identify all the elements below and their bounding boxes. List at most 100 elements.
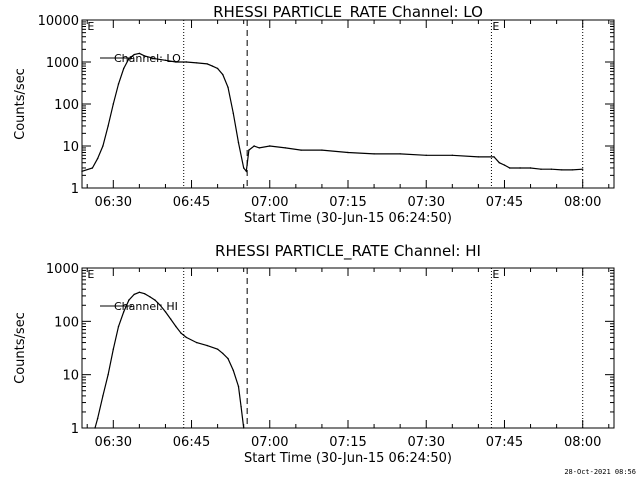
data-point — [81, 170, 83, 172]
x-tick-label: 06:30 — [95, 195, 132, 210]
data-point — [582, 168, 584, 170]
data-point — [143, 293, 146, 295]
data-point — [216, 67, 219, 70]
data-point — [164, 311, 167, 313]
data-point — [112, 103, 115, 105]
plot-frame — [81, 19, 615, 189]
data-point — [133, 293, 135, 296]
data-point — [154, 58, 156, 60]
data-point — [300, 149, 302, 151]
data-point — [493, 156, 495, 158]
data-point — [227, 86, 229, 89]
x-tick-label: 08:00 — [564, 195, 601, 210]
data-point — [196, 62, 198, 64]
data-point — [196, 341, 198, 344]
data-point — [211, 65, 214, 67]
chart-title: RHESSI PARTICLE_RATE Channel: HI — [215, 242, 481, 261]
x-tick-label: 07:45 — [486, 435, 523, 450]
data-point — [123, 311, 125, 313]
data-point — [138, 291, 141, 293]
data-point — [498, 162, 500, 164]
data-point — [347, 151, 349, 154]
x-tick-label: 08:00 — [564, 435, 601, 450]
data-point — [477, 156, 480, 158]
data-point — [529, 167, 532, 169]
data-point — [206, 63, 208, 65]
timestamp-label: 28-Oct-2021 08:56 — [564, 468, 636, 476]
x-tick-label: 06:30 — [95, 435, 132, 450]
x-axis-label: Start Time (30-Jun-15 06:24:50) — [244, 211, 452, 226]
y-tick-label: 100 — [54, 98, 79, 113]
data-point — [240, 406, 242, 408]
y-axis-label: Counts/sec — [13, 68, 28, 140]
data-point — [91, 167, 94, 169]
data-point — [321, 149, 323, 151]
y-tick-label: 1000 — [46, 262, 79, 277]
data-point — [117, 83, 120, 85]
chart-title: RHESSI PARTICLE_RATE Channel: LO — [213, 3, 483, 22]
data-point — [237, 142, 240, 144]
data-point — [206, 344, 208, 347]
data-point — [154, 299, 156, 301]
data-point — [284, 147, 287, 149]
y-tick-label: 1000 — [46, 56, 79, 71]
x-tick-label: 07:45 — [486, 195, 523, 210]
y-tick-label: 1 — [71, 182, 79, 197]
data-point — [180, 332, 182, 334]
data-point — [185, 336, 187, 339]
data-point — [112, 348, 115, 350]
data-point — [451, 154, 453, 156]
data-point — [216, 348, 219, 350]
x-tick-label: 07:15 — [329, 195, 366, 210]
data-point — [96, 417, 99, 420]
data-point — [164, 59, 167, 61]
annotation-label: E — [492, 20, 499, 33]
annotation-label: E — [87, 20, 94, 33]
data-point — [258, 147, 260, 149]
x-tick-label: 07:30 — [408, 195, 445, 210]
chart-panel-hi: RHESSI PARTICLE_RATE Channel: HI 1 10 100 10… — [13, 242, 615, 466]
data-point — [175, 325, 177, 328]
series-line-0 — [94, 291, 245, 429]
x-axis-label: Start Time (30-Jun-15 06:24:50) — [244, 451, 452, 466]
data-point — [519, 167, 521, 169]
data-point — [550, 168, 553, 170]
legend-label: Channel: LO — [114, 52, 181, 65]
x-tick-label: 06:45 — [173, 195, 210, 210]
data-point — [138, 52, 141, 55]
data-point — [253, 145, 255, 147]
data-point — [102, 145, 104, 147]
annotation-label: E — [87, 268, 94, 281]
data-point — [232, 112, 234, 115]
data-point — [571, 169, 573, 171]
data-point — [159, 304, 161, 306]
data-point — [237, 385, 240, 388]
chart-panel-lo: RHESSI PARTICLE_RATE Channel: LO 1 10 100 10… — [13, 3, 615, 226]
plot-frame — [81, 267, 615, 429]
data-point — [243, 427, 245, 429]
data-point — [561, 169, 563, 171]
data-point — [149, 296, 151, 298]
data-point — [185, 61, 187, 63]
annotation-label: E — [492, 268, 499, 281]
data-point — [128, 299, 130, 301]
y-axis-label: Counts/sec — [13, 312, 28, 384]
x-tick-label: 07:30 — [408, 435, 445, 450]
series-line-0 — [81, 52, 583, 173]
x-tick-label: 07:00 — [251, 195, 288, 210]
data-point — [123, 67, 125, 70]
data-point — [248, 149, 250, 151]
legend-label: Channel: HI — [114, 300, 178, 313]
data-point — [269, 145, 271, 147]
data-point — [503, 164, 506, 166]
data-point — [243, 167, 245, 169]
y-tick-label: 10000 — [38, 14, 79, 29]
data-point — [96, 157, 99, 160]
data-point — [107, 125, 109, 127]
data-point — [175, 61, 177, 63]
data-point — [107, 374, 109, 376]
y-tick-label: 1 — [71, 422, 79, 437]
data-point — [425, 154, 427, 156]
x-tick-label: 07:00 — [251, 435, 288, 450]
